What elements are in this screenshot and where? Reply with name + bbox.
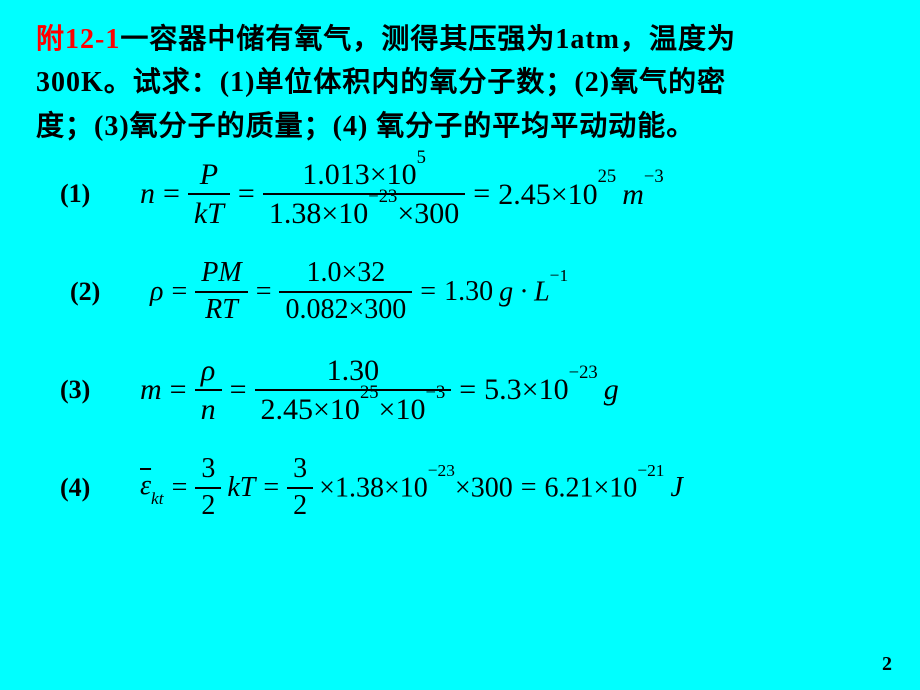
solution-2: (2) ρ = PM RT = 1.0×32 0.082×300 = 1.30 … xyxy=(70,258,920,326)
solution-4: (4) εkt = 3 2 kT = 3 2 ×1.38×10−23×300 =… xyxy=(60,454,920,522)
problem-statement: 附12-1一容器中储有氧气，测得其压强为1atm，温度为 300K。试求：(1)… xyxy=(0,0,920,148)
denominator: 1.38×10−23×300 xyxy=(263,197,465,230)
denominator: kT xyxy=(188,197,230,230)
unit: g · L−1 xyxy=(499,275,568,308)
fraction: ρ n xyxy=(195,354,222,426)
equals: = xyxy=(170,472,190,504)
result: 6.21×10−21 xyxy=(545,471,665,504)
equals: = xyxy=(236,177,257,211)
equals: = xyxy=(161,177,182,211)
equals: = xyxy=(457,373,478,407)
numerator: 1.013×105 xyxy=(296,158,432,191)
fraction: 3 2 xyxy=(287,454,313,522)
fraction: 3 2 xyxy=(195,454,221,522)
unit: m−3 xyxy=(622,177,663,212)
term: kT xyxy=(227,472,255,504)
equals: = xyxy=(519,472,539,504)
denominator: 0.082×300 xyxy=(279,295,412,326)
problem-line3: 度；(3)氧分子的质量；(4) 氧分子的平均平动动能。 xyxy=(36,111,695,142)
equation-4: εkt = 3 2 kT = 3 2 ×1.38×10−23×300 = 6.2… xyxy=(140,454,683,522)
term: ×1.38×10−23×300 xyxy=(319,471,513,504)
solutions-block: (1) n = P kT = 1.013×105 1.38×10−23×300 … xyxy=(0,148,920,521)
equals: = xyxy=(418,276,438,308)
equation-2: ρ = PM RT = 1.0×32 0.082×300 = 1.30 g · … xyxy=(150,258,568,326)
lhs: n xyxy=(140,177,155,211)
solution-number: (3) xyxy=(60,375,140,405)
numerator: PM xyxy=(195,258,247,289)
solution-number: (4) xyxy=(60,473,140,503)
fraction: 1.013×105 1.38×10−23×300 xyxy=(263,158,465,230)
result: 2.45×1025 xyxy=(498,177,616,212)
denominator: 2 xyxy=(287,491,313,522)
solution-1: (1) n = P kT = 1.013×105 1.38×10−23×300 … xyxy=(60,158,920,230)
fraction: 1.0×32 0.082×300 xyxy=(279,258,412,326)
unit: g xyxy=(604,373,619,407)
equation-1: n = P kT = 1.013×105 1.38×10−23×300 = 2.… xyxy=(140,158,664,230)
lhs: m xyxy=(140,373,162,407)
fraction: 1.30 2.45×1025×10−3 xyxy=(255,354,452,426)
result: 1.30 xyxy=(444,276,493,308)
lhs: ρ xyxy=(150,276,163,308)
equation-3: m = ρ n = 1.30 2.45×1025×10−3 = 5.3×10−2… xyxy=(140,354,619,426)
equals: = xyxy=(169,276,189,308)
equals: = xyxy=(471,177,492,211)
denominator: 2 xyxy=(195,491,221,522)
denominator: 2.45×1025×10−3 xyxy=(255,393,452,426)
problem-label: 附12-1 xyxy=(36,24,120,55)
solution-number: (1) xyxy=(60,179,140,209)
lhs: εkt xyxy=(140,470,164,506)
unit: J xyxy=(670,472,682,504)
fraction: PM RT xyxy=(195,258,247,326)
numerator: 3 xyxy=(287,454,313,485)
equals: = xyxy=(254,276,274,308)
problem-line1: 一容器中储有氧气，测得其压强为1atm，温度为 xyxy=(120,24,736,55)
solution-3: (3) m = ρ n = 1.30 2.45×1025×10−3 = 5.3×… xyxy=(60,354,920,426)
solution-number: (2) xyxy=(70,277,150,307)
denominator: n xyxy=(195,393,222,426)
numerator: ρ xyxy=(195,354,221,387)
fraction: P kT xyxy=(188,158,230,230)
denominator: RT xyxy=(199,295,244,326)
problem-line2: 300K。试求：(1)单位体积内的氧分子数；(2)氧气的密 xyxy=(36,67,726,98)
page-number: 2 xyxy=(882,653,892,676)
equals: = xyxy=(261,472,281,504)
numerator: P xyxy=(194,158,224,191)
numerator: 3 xyxy=(195,454,221,485)
equals: = xyxy=(168,373,189,407)
numerator: 1.0×32 xyxy=(300,258,391,289)
result: 5.3×10−23 xyxy=(484,372,598,407)
equals: = xyxy=(228,373,249,407)
